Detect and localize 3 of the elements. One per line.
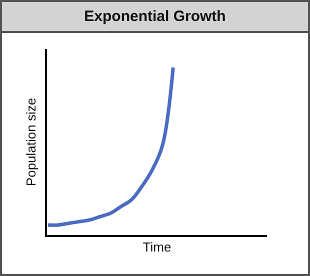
y-axis-title: Population size [23,98,38,186]
x-axis-title: Time [142,240,172,254]
chart-title: Exponential Growth [2,2,308,33]
